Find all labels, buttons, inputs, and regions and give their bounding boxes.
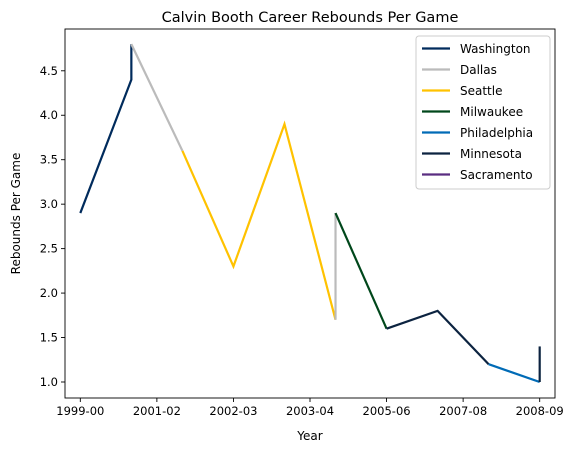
x-tick-label-4: 2005-06 [363,404,411,418]
y-tick-label-3: 2.5 [40,242,58,256]
y-tick-label-5: 3.5 [40,153,58,167]
x-axis-ticks: 1999-00 2001-02 2002-03 2003-04 2005-06 2007-… [56,398,564,418]
series-layer [79,43,541,384]
legend-label-seattle: Seattle [460,84,502,98]
y-axis-label: Rebounds Per Game [9,153,23,275]
x-tick-label-1: 2001-02 [133,404,181,418]
y-axis-ticks: 1.0 1.5 2.0 2.5 3.0 3.5 4.0 4.5 [40,64,65,389]
chart-title: Calvin Booth Career Rebounds Per Game [162,10,459,26]
legend-label-milwaukee: Milwaukee [460,105,523,119]
y-tick-label-0: 1.0 [40,375,58,389]
y-tick-label-2: 2.0 [40,286,58,300]
x-tick-label-3: 2003-04 [286,404,334,418]
legend-label-washington: Washington [460,42,531,56]
series-line-dallas-1 [130,43,184,152]
legend-label-minnesota: Minnesota [460,147,522,161]
series-line-philadelphia-6 [488,363,541,384]
y-tick-label-6: 4.0 [40,108,58,122]
series-line-seattle-2 [181,120,337,321]
x-tick-label-5: 2007-08 [439,404,487,418]
legend-label-dallas: Dallas [460,63,497,77]
x-tick-label-2: 2002-03 [209,404,257,418]
x-axis-label: Year [296,429,322,443]
legend-box [415,35,551,190]
x-tick-label-6: 2008-09 [516,404,564,418]
y-tick-label-4: 3.0 [40,197,58,211]
series-line-milwaukee-4 [334,212,388,330]
x-tick-label-0: 1999-00 [56,404,104,418]
series-line-washington-0 [79,44,133,214]
y-tick-label-1: 1.5 [40,331,58,345]
y-tick-label-7: 4.5 [40,64,58,78]
series-line-minnesota-5 [386,309,490,365]
legend-items: Washington Dallas Seattle Milwaukee Philadel… [422,42,533,182]
legend: Washington Dallas Seattle Milwaukee Philadel… [415,35,551,190]
legend-label-sacramento: Sacramento [460,168,533,182]
legend-label-philadelphia: Philadelphia [460,126,533,140]
